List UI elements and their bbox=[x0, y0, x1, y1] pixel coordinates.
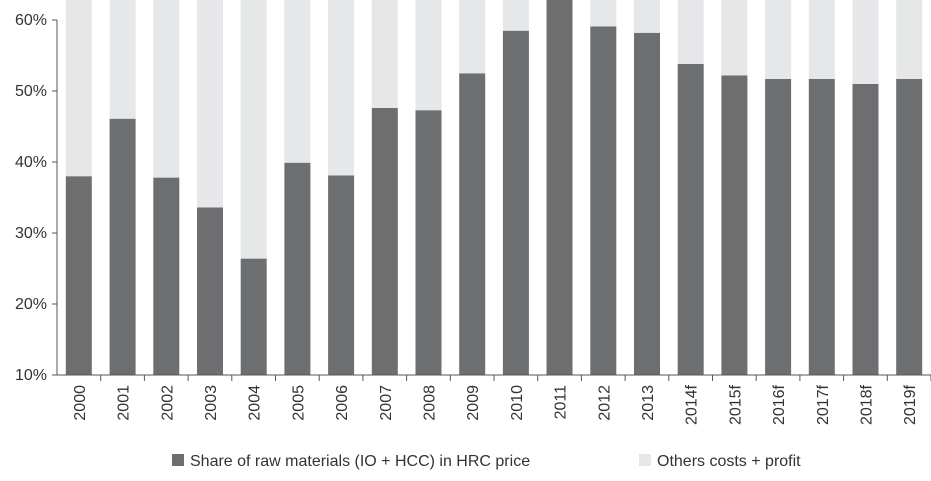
bar-raw-materials-2018f bbox=[852, 83, 879, 376]
bar-raw-materials-2014f bbox=[677, 64, 704, 375]
bar-raw-materials-2006 bbox=[328, 175, 355, 375]
y-tick-label: 60% bbox=[15, 12, 47, 29]
y-tick-label: 30% bbox=[15, 225, 47, 242]
legend-swatch bbox=[639, 454, 651, 466]
bar-others-2002 bbox=[153, 0, 180, 178]
x-tick-label: 2012 bbox=[596, 385, 613, 421]
bar-others-2012 bbox=[590, 0, 617, 27]
bar-others-2010 bbox=[502, 0, 529, 31]
bar-raw-materials-2004 bbox=[240, 258, 267, 375]
bar-others-2017f bbox=[808, 0, 835, 79]
bar-others-2005 bbox=[284, 0, 311, 163]
x-tick-label: 2010 bbox=[509, 385, 526, 421]
bar-raw-materials-2003 bbox=[197, 207, 223, 375]
bar-others-2019f bbox=[896, 0, 923, 79]
bar-raw-materials-2019f bbox=[896, 78, 923, 376]
x-tick-label: 2015f bbox=[727, 384, 744, 425]
bar-others-2018f bbox=[852, 0, 879, 84]
y-tick-label: 20% bbox=[15, 296, 47, 313]
bar-others-2000 bbox=[65, 0, 92, 177]
x-axis: 2000 2001 2002 2003 2004 2005 2006 2007 2008 2009… bbox=[57, 374, 931, 425]
x-tick-label: 2008 bbox=[422, 385, 439, 421]
bar-raw-materials-2010 bbox=[502, 30, 529, 375]
y-tick-label: 50% bbox=[15, 83, 47, 100]
bar-raw-materials-2009 bbox=[459, 73, 486, 376]
bar-raw-materials-2005 bbox=[284, 162, 311, 375]
x-tick-label: 2009 bbox=[465, 385, 482, 421]
bar-others-2013 bbox=[634, 0, 660, 33]
legend-label: Share of raw materials (IO + HCC) in HRC… bbox=[190, 453, 530, 470]
bar-others-2008 bbox=[415, 0, 442, 111]
bar-raw-materials-2002 bbox=[153, 177, 180, 375]
bar-others-2016f bbox=[765, 0, 792, 79]
bar-raw-materials-2015f bbox=[721, 75, 748, 376]
y-tick-label: 10% bbox=[15, 367, 47, 384]
bar-raw-materials-2012 bbox=[590, 26, 617, 376]
x-tick-label: 2007 bbox=[378, 385, 395, 421]
bars bbox=[65, 0, 923, 376]
x-tick-label: 2002 bbox=[159, 385, 176, 421]
x-tick-label: 2017f bbox=[815, 384, 832, 425]
bar-raw-materials-2000 bbox=[65, 176, 92, 375]
x-tick-label: 2006 bbox=[334, 385, 351, 421]
bar-raw-materials-2017f bbox=[808, 78, 835, 376]
x-tick-label: 2001 bbox=[116, 385, 133, 421]
y-tick-label: 40% bbox=[15, 154, 47, 171]
bar-raw-materials-2007 bbox=[371, 108, 398, 375]
bar-others-2006 bbox=[328, 0, 355, 176]
legend-label: Others costs + profit bbox=[657, 453, 801, 470]
x-tick-label: 2018f bbox=[859, 384, 876, 425]
bar-others-2014f bbox=[677, 0, 704, 64]
x-tick-label: 2003 bbox=[203, 385, 220, 421]
bar-raw-materials-2008 bbox=[415, 110, 442, 375]
x-tick-label: 2014f bbox=[684, 384, 701, 425]
bar-raw-materials-2016f bbox=[765, 78, 792, 376]
x-tick-label: 2016f bbox=[771, 384, 788, 425]
legend: Share of raw materials (IO + HCC) in HRC… bbox=[172, 453, 801, 470]
bar-raw-materials-2013 bbox=[634, 32, 660, 376]
x-tick-label: 2013 bbox=[640, 385, 657, 421]
y-axis: 60% 50% 40% 30% 20% 10% bbox=[15, 12, 58, 384]
bar-others-2003 bbox=[197, 0, 223, 208]
x-tick-label: 2000 bbox=[72, 385, 89, 421]
bar-others-2009 bbox=[459, 0, 486, 74]
bar-others-2004 bbox=[240, 0, 267, 259]
bar-raw-materials-2001 bbox=[109, 118, 136, 375]
bar-others-2007 bbox=[371, 0, 398, 108]
x-tick-label: 2004 bbox=[247, 385, 264, 421]
x-tick-label: 2011 bbox=[553, 385, 570, 420]
bar-others-2001 bbox=[109, 0, 136, 119]
x-tick-label: 2019f bbox=[902, 384, 919, 425]
bar-others-2015f bbox=[721, 0, 748, 76]
x-tick-label: 2005 bbox=[290, 385, 307, 421]
legend-swatch bbox=[172, 454, 184, 466]
bar-raw-materials-2011 bbox=[546, 0, 573, 376]
